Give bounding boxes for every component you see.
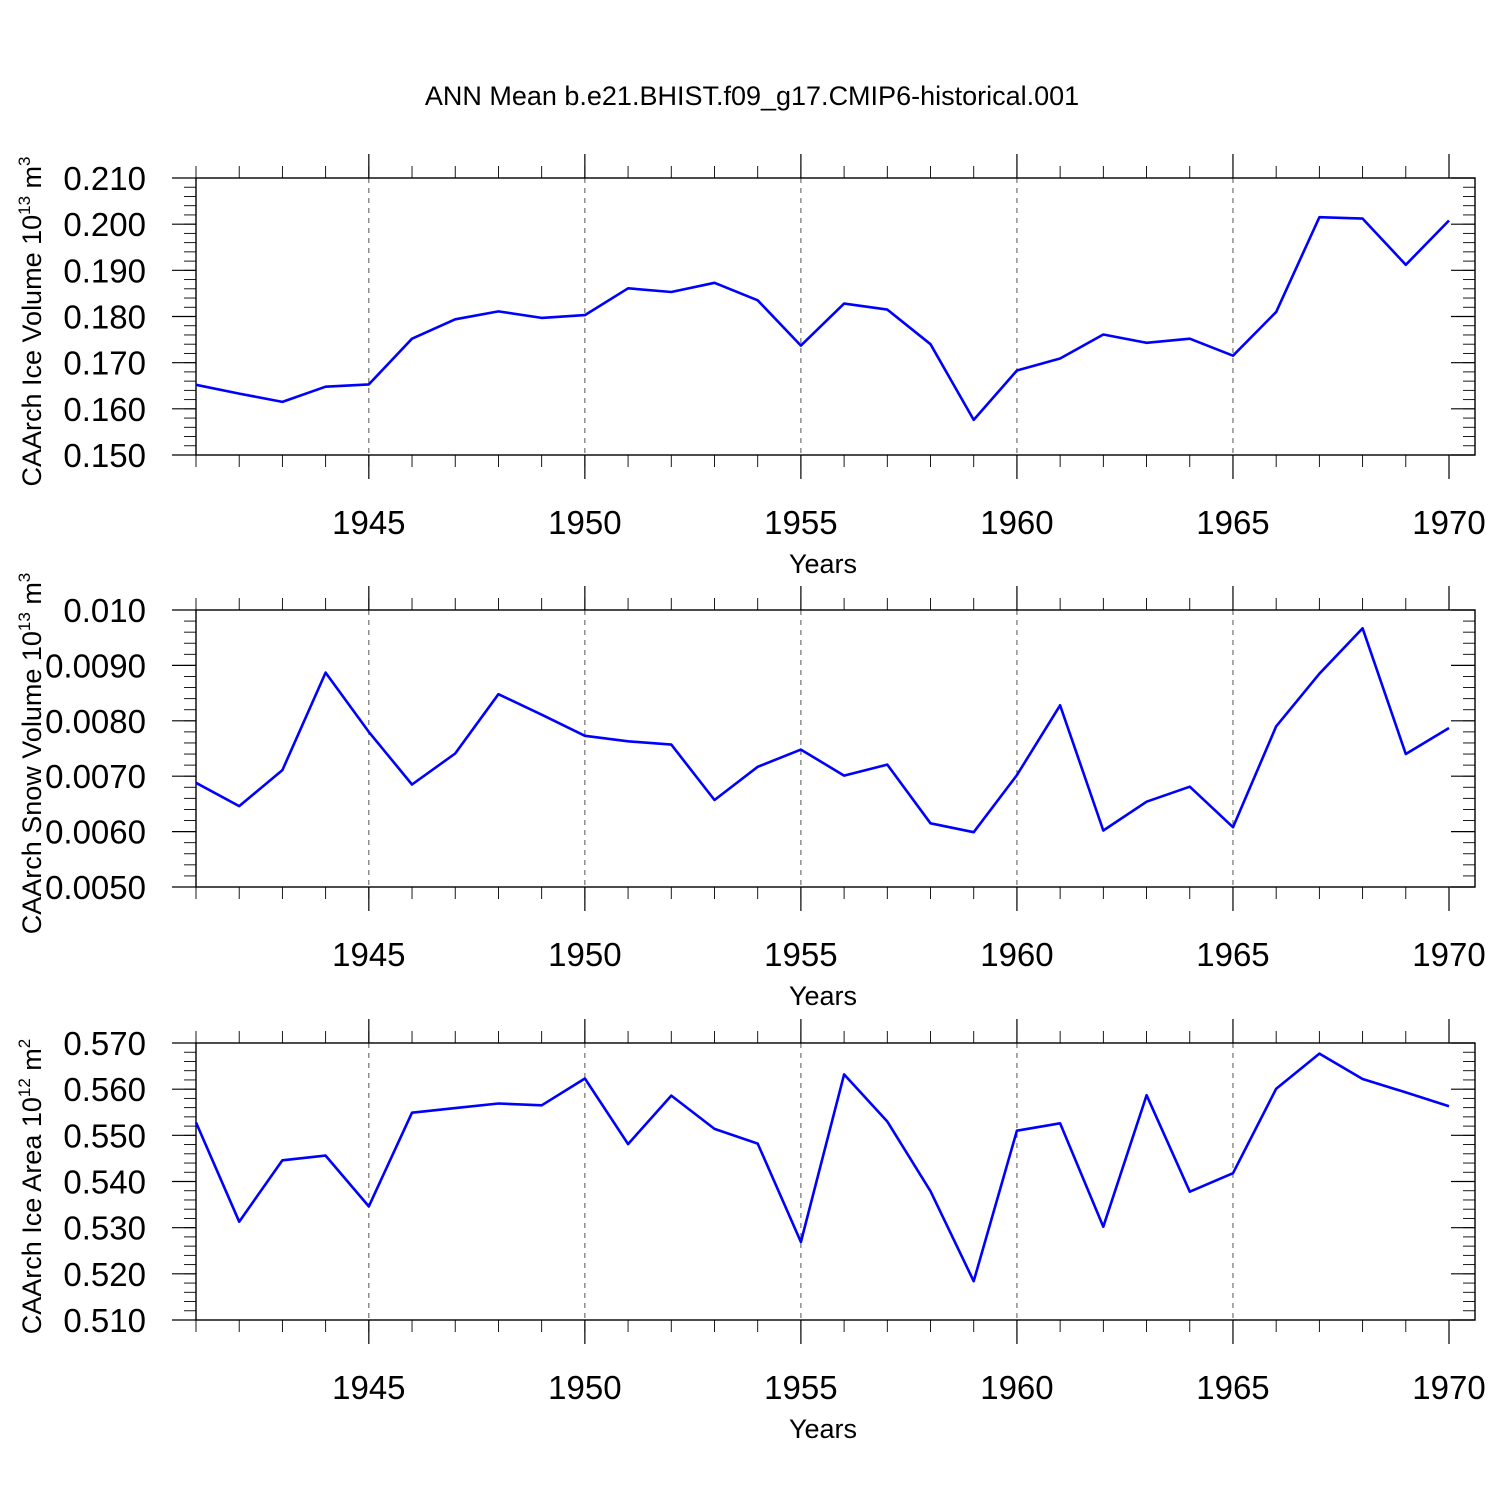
y-tick-label: 0.540: [63, 1164, 146, 1201]
x-tick-label: 1970: [1412, 936, 1485, 973]
x-axis-title: Years: [789, 549, 857, 579]
y-tick-label: 0.210: [63, 160, 146, 197]
y-tick-label: 0.160: [63, 391, 146, 428]
series-line: [195, 215, 1450, 422]
y-tick-label: 0.200: [63, 206, 146, 243]
x-tick-label: 1955: [764, 504, 837, 541]
y-tick-label: 0.570: [63, 1025, 146, 1062]
y-tick-label: 0.180: [63, 299, 146, 336]
y-axis-title: CAArch Ice Volume 1013 m3: [15, 156, 47, 486]
y-tick-label: 0.0070: [45, 758, 146, 795]
y-tick-label: 0.010: [63, 592, 146, 629]
x-axis-title: Years: [789, 1414, 857, 1444]
x-tick-label: 1960: [980, 936, 1053, 973]
x-tick-label: 1970: [1412, 1369, 1485, 1406]
x-tick-label: 1945: [332, 504, 405, 541]
y-tick-label: 0.530: [63, 1210, 146, 1247]
y-tick-label: 0.170: [63, 345, 146, 382]
y-axis-title: CAArch Snow Volume 1013 m3: [15, 573, 47, 935]
y-tick-label: 0.0050: [45, 869, 146, 906]
panel-ice-area: 0.510 0.520 0.530 0.540 0.550 0.560 0.570 1945 1…: [15, 1019, 1486, 1444]
panel-ice-volume: 0.150 0.160 0.170 0.180 0.190 0.200 0.210 1945 1…: [15, 154, 1486, 579]
x-tick-label: 1950: [548, 936, 621, 973]
y-tick-label: 0.550: [63, 1117, 146, 1154]
x-tick-label: 1950: [548, 504, 621, 541]
series-line: [194, 1052, 1450, 1283]
x-tick-label: 1945: [332, 1369, 405, 1406]
x-tick-label: 1950: [548, 1369, 621, 1406]
chart-title: ANN Mean b.e21.BHIST.f09_g17.CMIP6-histo…: [425, 81, 1079, 111]
x-tick-label: 1955: [764, 936, 837, 973]
series-line: [195, 626, 1450, 834]
panels: 0.150 0.160 0.170 0.180 0.190 0.200 0.210 1945 1…: [15, 154, 1486, 1444]
x-axis-title: Years: [789, 981, 857, 1011]
x-tick-label: 1970: [1412, 504, 1485, 541]
x-tick-label: 1945: [332, 936, 405, 973]
x-tick-label: 1965: [1196, 936, 1269, 973]
y-tick-label: 0.510: [63, 1302, 146, 1339]
x-tick-label: 1965: [1196, 504, 1269, 541]
y-axis-title: CAArch Ice Area 1012 m2: [15, 1039, 47, 1335]
y-tick-label: 0.560: [63, 1071, 146, 1108]
y-tick-label: 0.0080: [45, 703, 146, 740]
x-tick-label: 1955: [764, 1369, 837, 1406]
y-tick-label: 0.150: [63, 437, 146, 474]
x-tick-label: 1960: [980, 504, 1053, 541]
x-tick-label: 1960: [980, 1369, 1053, 1406]
y-tick-label: 0.190: [63, 252, 146, 289]
y-tick-label: 0.0090: [45, 647, 146, 684]
y-tick-label: 0.520: [63, 1256, 146, 1293]
y-tick-label: 0.0060: [45, 814, 146, 851]
plot-frame: [195, 609, 1476, 888]
panel-snow-volume: 0.0050 0.0060 0.0070 0.0080 0.0090 0.010 1945 1…: [15, 573, 1486, 1011]
plot-frame: [195, 177, 1476, 456]
x-tick-label: 1965: [1196, 1369, 1269, 1406]
